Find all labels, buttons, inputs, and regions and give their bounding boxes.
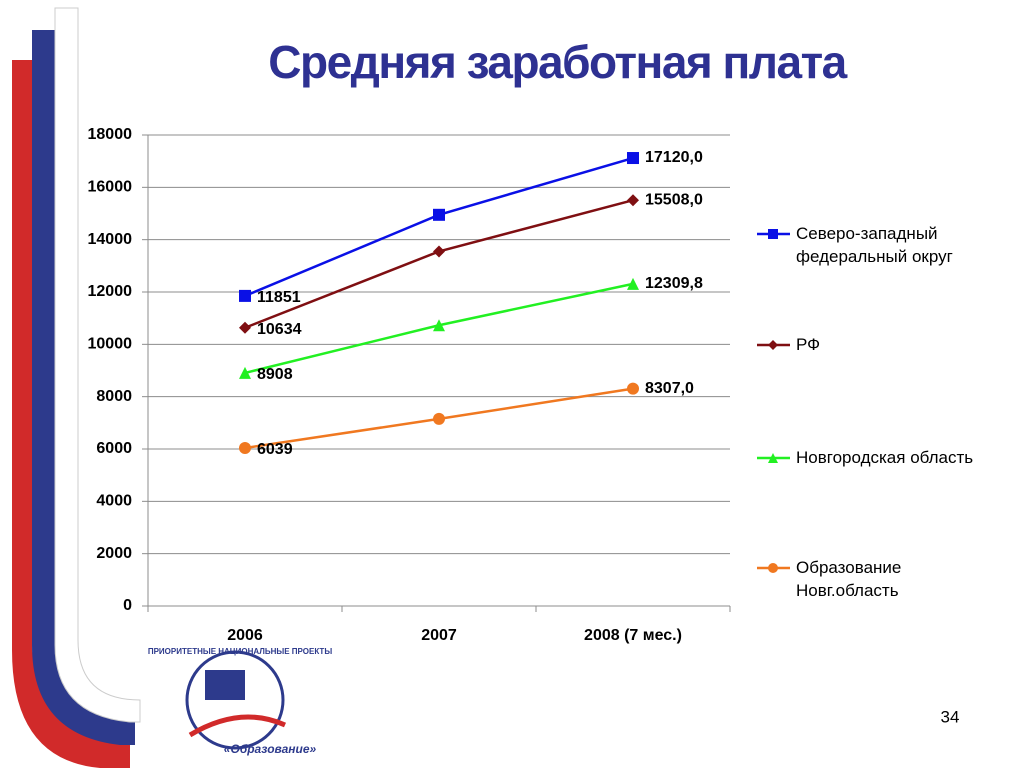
x-tick-label: 2006 [227,627,263,644]
marker [768,229,778,239]
y-tick-label: 0 [123,597,132,614]
white-stripe [54,7,141,723]
y-tick-label: 4000 [96,493,132,510]
page-number: 34 [941,707,960,726]
marker [768,340,778,350]
legend-label: Образование Новг.область [796,558,902,600]
logo-arc-text: ПРИОРИТЕТНЫЕ НАЦИОНАЛЬНЫЕ ПРОЕКТЫ [148,647,332,656]
data-label: 6039 [257,441,293,458]
marker [768,563,778,573]
logo-wave [188,714,287,738]
marker [627,152,639,165]
data-label: 12309,8 [645,275,703,292]
chart-title: Средняя заработная плата [268,36,847,88]
legend-label: Северо-западный федеральный округ [796,224,953,266]
y-tick-label: 2000 [96,545,132,562]
marker [433,319,445,332]
marker [433,208,445,221]
y-tick-label: 8000 [96,388,132,405]
blue-stripe [32,30,135,745]
data-label: 8307,0 [645,380,694,397]
series-line [244,156,634,298]
data-label: 17120,0 [645,149,703,166]
marker [627,277,639,290]
y-tick-label: 16000 [88,179,133,196]
red-stripe [12,60,130,768]
marker [768,453,778,463]
x-tick-label: 2007 [421,627,457,644]
y-tick-label: 6000 [96,440,132,457]
data-label: 8908 [257,366,293,383]
y-tick-label: 10000 [88,336,133,353]
y-tick-label: 14000 [88,231,133,248]
y-tick-label: 12000 [88,283,133,300]
marker [627,382,639,395]
logo-label: «Образование» [224,742,317,756]
logo: ПРИОРИТЕТНЫЕ НАЦИОНАЛЬНЫЕ ПРОЕКТЫ «Образ… [148,647,332,756]
marker [433,245,445,258]
marker [239,366,251,379]
data-label: 11851 [257,289,301,306]
logo-book [205,670,245,700]
marker [433,412,445,425]
data-label: 10634 [257,321,302,338]
x-tick-label: 2008 (7 мес.) [584,627,682,644]
y-tick-label: 18000 [88,126,133,143]
logo-ring [185,650,285,750]
marker [239,441,251,454]
marker [239,321,251,334]
marker [239,289,251,302]
marker [627,194,639,207]
data-label: 15508,0 [645,191,703,208]
legend-label: Новгородская область [796,448,974,467]
legend-label: РФ [796,335,821,354]
